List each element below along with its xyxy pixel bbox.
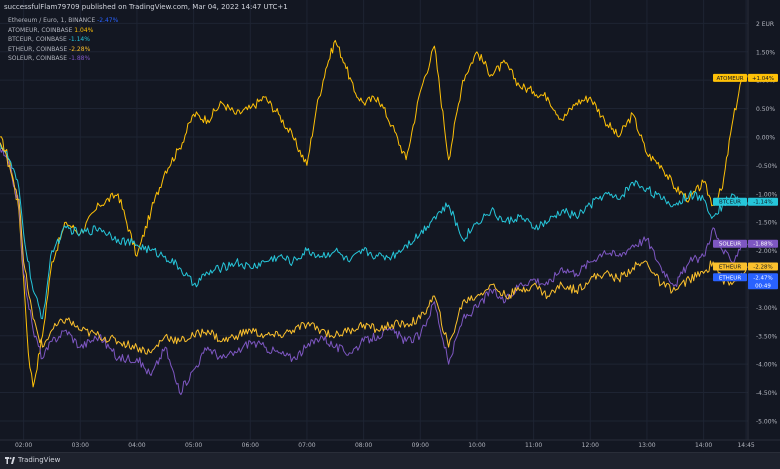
y-tick-label: -5.00% xyxy=(756,418,778,425)
x-tick-label: 03:00 xyxy=(72,442,89,449)
y-tick-label: 0.00% xyxy=(756,134,775,141)
plot-background xyxy=(0,0,780,452)
series-name-label: BTCEUR xyxy=(719,200,741,206)
last-value-label: -1.14% xyxy=(753,200,772,206)
legend-label: ATOMEUR, COINBASE xyxy=(8,26,73,34)
legend-item-atomeur[interactable]: ATOMEUR, COINBASE 1.04% xyxy=(8,26,118,36)
legend-item-soleur[interactable]: SOLEUR, COINBASE -1.88% xyxy=(8,54,118,64)
last-value-badge xyxy=(748,73,778,82)
x-tick-label: 10:00 xyxy=(468,442,485,449)
x-tick-label: 11:00 xyxy=(525,442,542,449)
y-tick-label: 1.50% xyxy=(756,49,775,56)
series-name-tag xyxy=(713,262,747,271)
tradingview-logo-icon xyxy=(5,457,15,464)
y-tick-label: -3.00% xyxy=(756,305,778,312)
series-name-label: ATOMEUR xyxy=(716,76,743,82)
y-tick-label: -1.50% xyxy=(756,220,778,227)
legend-value: -1.88% xyxy=(68,55,91,62)
y-tick-label: -3.50% xyxy=(756,333,778,340)
legend-item-etheur[interactable]: ETHEUR, COINBASE -2.28% xyxy=(8,45,118,55)
last-value-badge xyxy=(748,197,778,206)
footer-bar: TradingView xyxy=(0,452,780,469)
series-name-label: ETHEUR xyxy=(719,275,741,281)
legend-item-main[interactable]: Ethereum / Euro, 1, BINANCE -2.47% xyxy=(8,16,118,26)
last-value-label: -2.47% xyxy=(753,275,772,281)
legend-label: SOLEUR, COINBASE xyxy=(8,55,68,62)
x-tick-label: 05:00 xyxy=(185,442,202,449)
y-tick-label: -2.00% xyxy=(756,248,778,255)
x-tick-label: 12:00 xyxy=(582,442,599,449)
y-tick-label: 0.50% xyxy=(756,106,775,113)
last-value-badge xyxy=(748,262,778,271)
series-name-tag xyxy=(713,273,747,282)
grid-lines xyxy=(0,0,748,440)
y-axis[interactable]: 2 EUR1.50%1.00%0.50%0.00%-0.50%-1.00%-1.… xyxy=(747,0,780,452)
series-line-btceur[interactable] xyxy=(0,142,749,320)
series-name-label: SOLEUR xyxy=(719,242,741,248)
x-tick-label: 14:00 xyxy=(695,442,712,449)
tradingview-brand[interactable]: TradingView xyxy=(18,456,61,464)
legend-value: -1.14% xyxy=(68,36,90,43)
last-value-badge xyxy=(748,273,778,290)
x-tick-label: 07:00 xyxy=(298,442,315,449)
x-tick-label: 08:00 xyxy=(355,442,372,449)
x-tick-label: 06:00 xyxy=(242,442,259,449)
legend-label: BTCEUR, COINBASE xyxy=(8,36,67,43)
series-line-soleur[interactable] xyxy=(0,148,749,396)
legend-value: -2.47% xyxy=(97,17,119,24)
series-name-tag xyxy=(713,197,747,206)
y-tick-label: -1.00% xyxy=(756,191,778,198)
series-name-label: ETHEUR xyxy=(719,264,741,270)
last-value-label: -2.28% xyxy=(753,264,772,270)
series-name-tag xyxy=(713,73,747,82)
series-line-atomeur[interactable] xyxy=(0,39,749,388)
y-tick-label: -0.50% xyxy=(756,163,778,170)
series-layer xyxy=(0,39,749,396)
last-value-badge xyxy=(748,239,778,248)
legend-value: 1.04% xyxy=(74,26,94,34)
publish-header: successfulFlam79709 published on Trading… xyxy=(4,3,288,11)
countdown-label: 00:49 xyxy=(755,283,771,289)
x-tick-label: 09:00 xyxy=(412,442,429,449)
x-tick-label: 04:00 xyxy=(128,442,145,449)
legend-label: Ethereum / Euro, 1, BINANCE xyxy=(8,17,96,24)
series-line-etheur[interactable] xyxy=(0,142,749,355)
x-tick-label: 13:00 xyxy=(638,442,655,449)
last-value-labels: ATOMEUR +1.04% BTCEUR -1.14% SOLEUR -1.88% ETH… xyxy=(713,73,778,290)
line-chart[interactable]: 2 EUR1.50%1.00%0.50%0.00%-0.50%-1.00%-1.… xyxy=(0,0,780,452)
y-tick-label: -4.50% xyxy=(756,390,778,397)
x-axis[interactable]: 02:00 03:00 04:00 05:00 06:00 07:00 08:00 09:00… xyxy=(0,439,780,449)
legend-item-btceur[interactable]: BTCEUR, COINBASE -1.14% xyxy=(8,35,118,45)
last-value-label: +1.04% xyxy=(752,76,774,82)
x-tick-label: 02:00 xyxy=(15,442,32,449)
y-tick-label: -4.00% xyxy=(756,362,778,369)
y-tick-label: 2 EUR xyxy=(756,21,774,28)
legend[interactable]: Ethereum / Euro, 1, BINANCE -2.47% ATOME… xyxy=(8,16,118,64)
legend-label: ETHEUR, COINBASE xyxy=(8,45,68,53)
x-tick-label: 14:45 xyxy=(737,442,754,449)
series-name-tag xyxy=(713,239,747,248)
legend-value: -2.28% xyxy=(69,45,91,53)
last-value-label: -1.88% xyxy=(753,242,772,248)
